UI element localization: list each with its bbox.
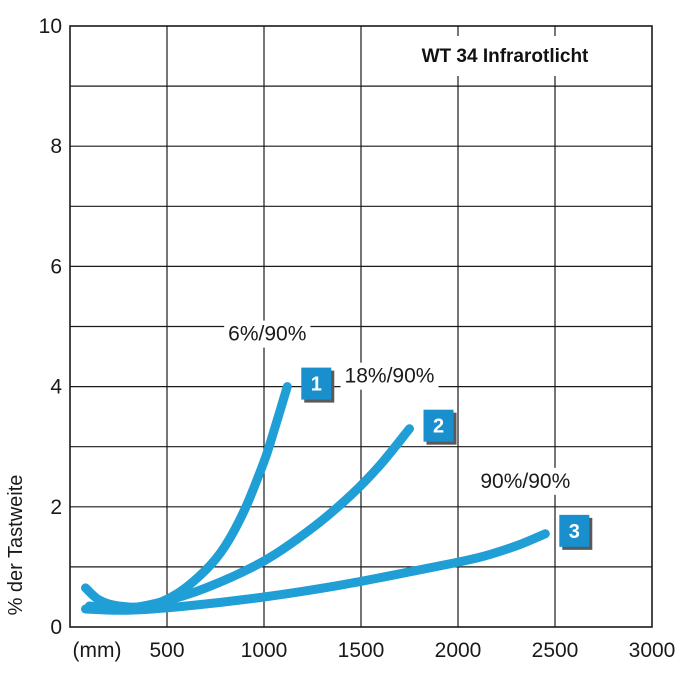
y-tick-label: 2 [50, 496, 62, 519]
series-annotations: 6%/90% 1 18%/90% 2 90%/90% 3 [224, 320, 593, 550]
series-badge-1 [301, 367, 332, 400]
series-lines [81, 382, 550, 615]
x-tick-label: 2500 [532, 639, 579, 662]
series-name-label-1: 6%/90% [228, 323, 306, 346]
x-axis-label: (mm) [73, 639, 122, 662]
series-line-3 [81, 529, 550, 615]
series-badge-3 [559, 514, 590, 547]
title-box [382, 36, 628, 76]
grid [69, 25, 653, 628]
series-badge-number: 1 [311, 374, 322, 396]
y-axis-label: % der Tastweite [5, 475, 27, 616]
x-tick-label: 500 [149, 639, 184, 662]
series-badge-number: 2 [433, 416, 444, 438]
series-badge-number: 3 [569, 521, 580, 543]
y-tick-label: 0 [50, 616, 62, 639]
series-name-backing [340, 362, 439, 390]
x-tick-label: 2000 [435, 639, 482, 662]
y-tick-label: 6 [50, 255, 62, 278]
series-name-label-2: 18%/90% [345, 365, 435, 388]
tick-labels: 500 1000 1500 2000 2500 3000 0 2 4 6 8 10 [39, 15, 676, 662]
x-tick-label: 1000 [241, 639, 288, 662]
y-tick-label: 4 [50, 376, 62, 399]
y-tick-label: 8 [50, 135, 62, 158]
series-name-backing [476, 467, 575, 495]
series-name-backing [224, 320, 311, 348]
chart-title: WT 34 Infrarotlicht [422, 46, 589, 67]
series-badge-2 [423, 409, 454, 442]
series-line-1 [81, 382, 292, 612]
x-tick-label: 3000 [629, 639, 676, 662]
x-tick-label: 1500 [338, 639, 385, 662]
y-tick-label: 10 [39, 15, 62, 38]
series-name-label-3: 90%/90% [480, 470, 570, 493]
